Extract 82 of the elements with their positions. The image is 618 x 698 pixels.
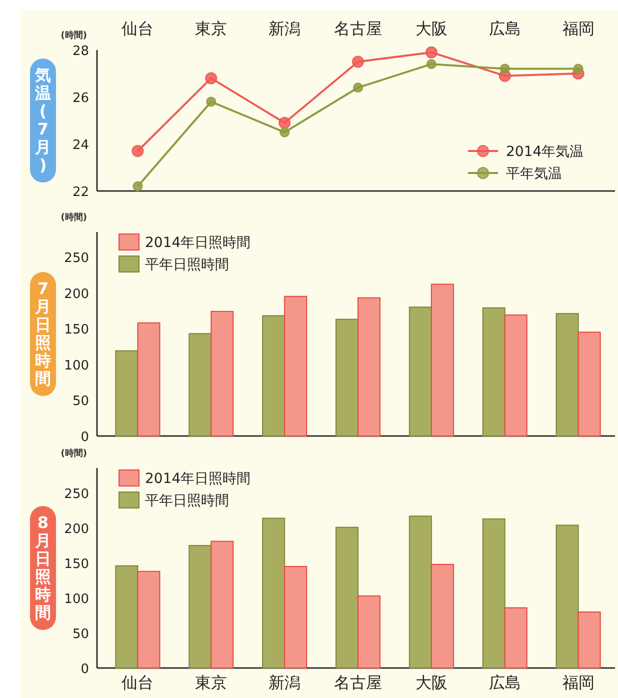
bar: [482, 518, 506, 668]
bar: [482, 307, 506, 436]
x-tick-label: 新潟: [268, 673, 301, 692]
x-tick-label: 新潟: [268, 19, 301, 38]
bar: [358, 595, 380, 668]
bar: [284, 566, 308, 668]
x-tick-label: 広島: [488, 673, 521, 692]
point: [573, 64, 584, 74]
bar: [262, 315, 286, 436]
x-tick-label: 東京: [195, 19, 228, 38]
point: [206, 96, 216, 107]
y-tick-label: 50: [72, 394, 89, 410]
legend-label: 2014年日照時間: [145, 235, 251, 251]
bar: [137, 570, 160, 668]
bar: [188, 545, 212, 668]
legend-label: 平年日照時間: [145, 257, 229, 273]
y-tick-label: 200: [64, 286, 89, 302]
bar: [137, 322, 160, 436]
bar: [408, 306, 432, 436]
bar: [284, 296, 308, 436]
bar: [556, 313, 579, 436]
text: 7月日照時間: [34, 279, 51, 388]
point: [352, 56, 364, 68]
y-tick-label: 200: [64, 522, 89, 537]
y-tick-label: 250: [64, 251, 89, 266]
y-tick-label: 28: [72, 44, 89, 59]
legend-label: 2014年気温: [506, 144, 584, 160]
legend-label: 平年日照時間: [145, 493, 229, 509]
y-tick-label: 0: [80, 662, 89, 677]
legend-label: 2014年日照時間: [145, 471, 251, 487]
point: [280, 127, 290, 138]
point: [353, 82, 363, 93]
y-tick-label: 50: [72, 627, 89, 642]
bar: [115, 565, 138, 668]
bar: [430, 564, 454, 668]
text: 気温(7月): [34, 66, 51, 174]
x-tick-label: 名古屋: [334, 673, 382, 692]
y-tick-label: 250: [64, 487, 89, 502]
x-tick-label: 大阪: [415, 673, 448, 692]
y-axis-title: (時間): [60, 212, 87, 223]
bar: [336, 318, 358, 436]
y-tick-label: 100: [64, 358, 89, 374]
point: [132, 145, 144, 158]
bar: [504, 607, 528, 668]
bar: [188, 333, 212, 436]
y-tick-label: 22: [72, 185, 89, 200]
x-tick-label: 東京: [195, 673, 228, 692]
bar: [358, 297, 380, 436]
y-tick-label: 0: [80, 430, 89, 445]
x-tick-label: 福岡: [562, 673, 594, 692]
y-axis-title: (時間): [60, 448, 87, 459]
bar: [504, 314, 528, 436]
bar: [408, 516, 432, 668]
bar: [556, 524, 579, 668]
point: [278, 116, 291, 129]
y-tick-label: 100: [64, 592, 89, 607]
y-tick-label: 150: [64, 322, 89, 338]
legend-label: 平年気温: [506, 166, 562, 182]
x-tick-label: 仙台: [122, 673, 154, 692]
bar: [210, 540, 234, 668]
text: 8月日照時間: [34, 513, 51, 622]
y-axis-title: (時間): [60, 30, 87, 41]
bar: [262, 518, 286, 668]
bar: [578, 332, 601, 436]
y-tick-label: 150: [64, 557, 89, 572]
bar: [430, 284, 454, 436]
point: [205, 72, 218, 84]
bar: [115, 350, 138, 436]
x-tick-label: 大阪: [415, 19, 448, 38]
point: [425, 46, 438, 58]
x-tick-label: 福岡: [562, 19, 594, 38]
bar: [336, 526, 358, 668]
point: [500, 64, 510, 74]
bar: [578, 612, 601, 668]
x-tick-label: 仙台: [122, 19, 154, 38]
y-tick-label: 26: [72, 91, 89, 106]
x-tick-label: 広島: [488, 19, 521, 38]
x-tick-label: 名古屋: [334, 19, 382, 38]
point: [132, 181, 143, 192]
point: [426, 59, 436, 70]
y-tick-label: 24: [72, 138, 89, 153]
bar: [210, 310, 234, 436]
